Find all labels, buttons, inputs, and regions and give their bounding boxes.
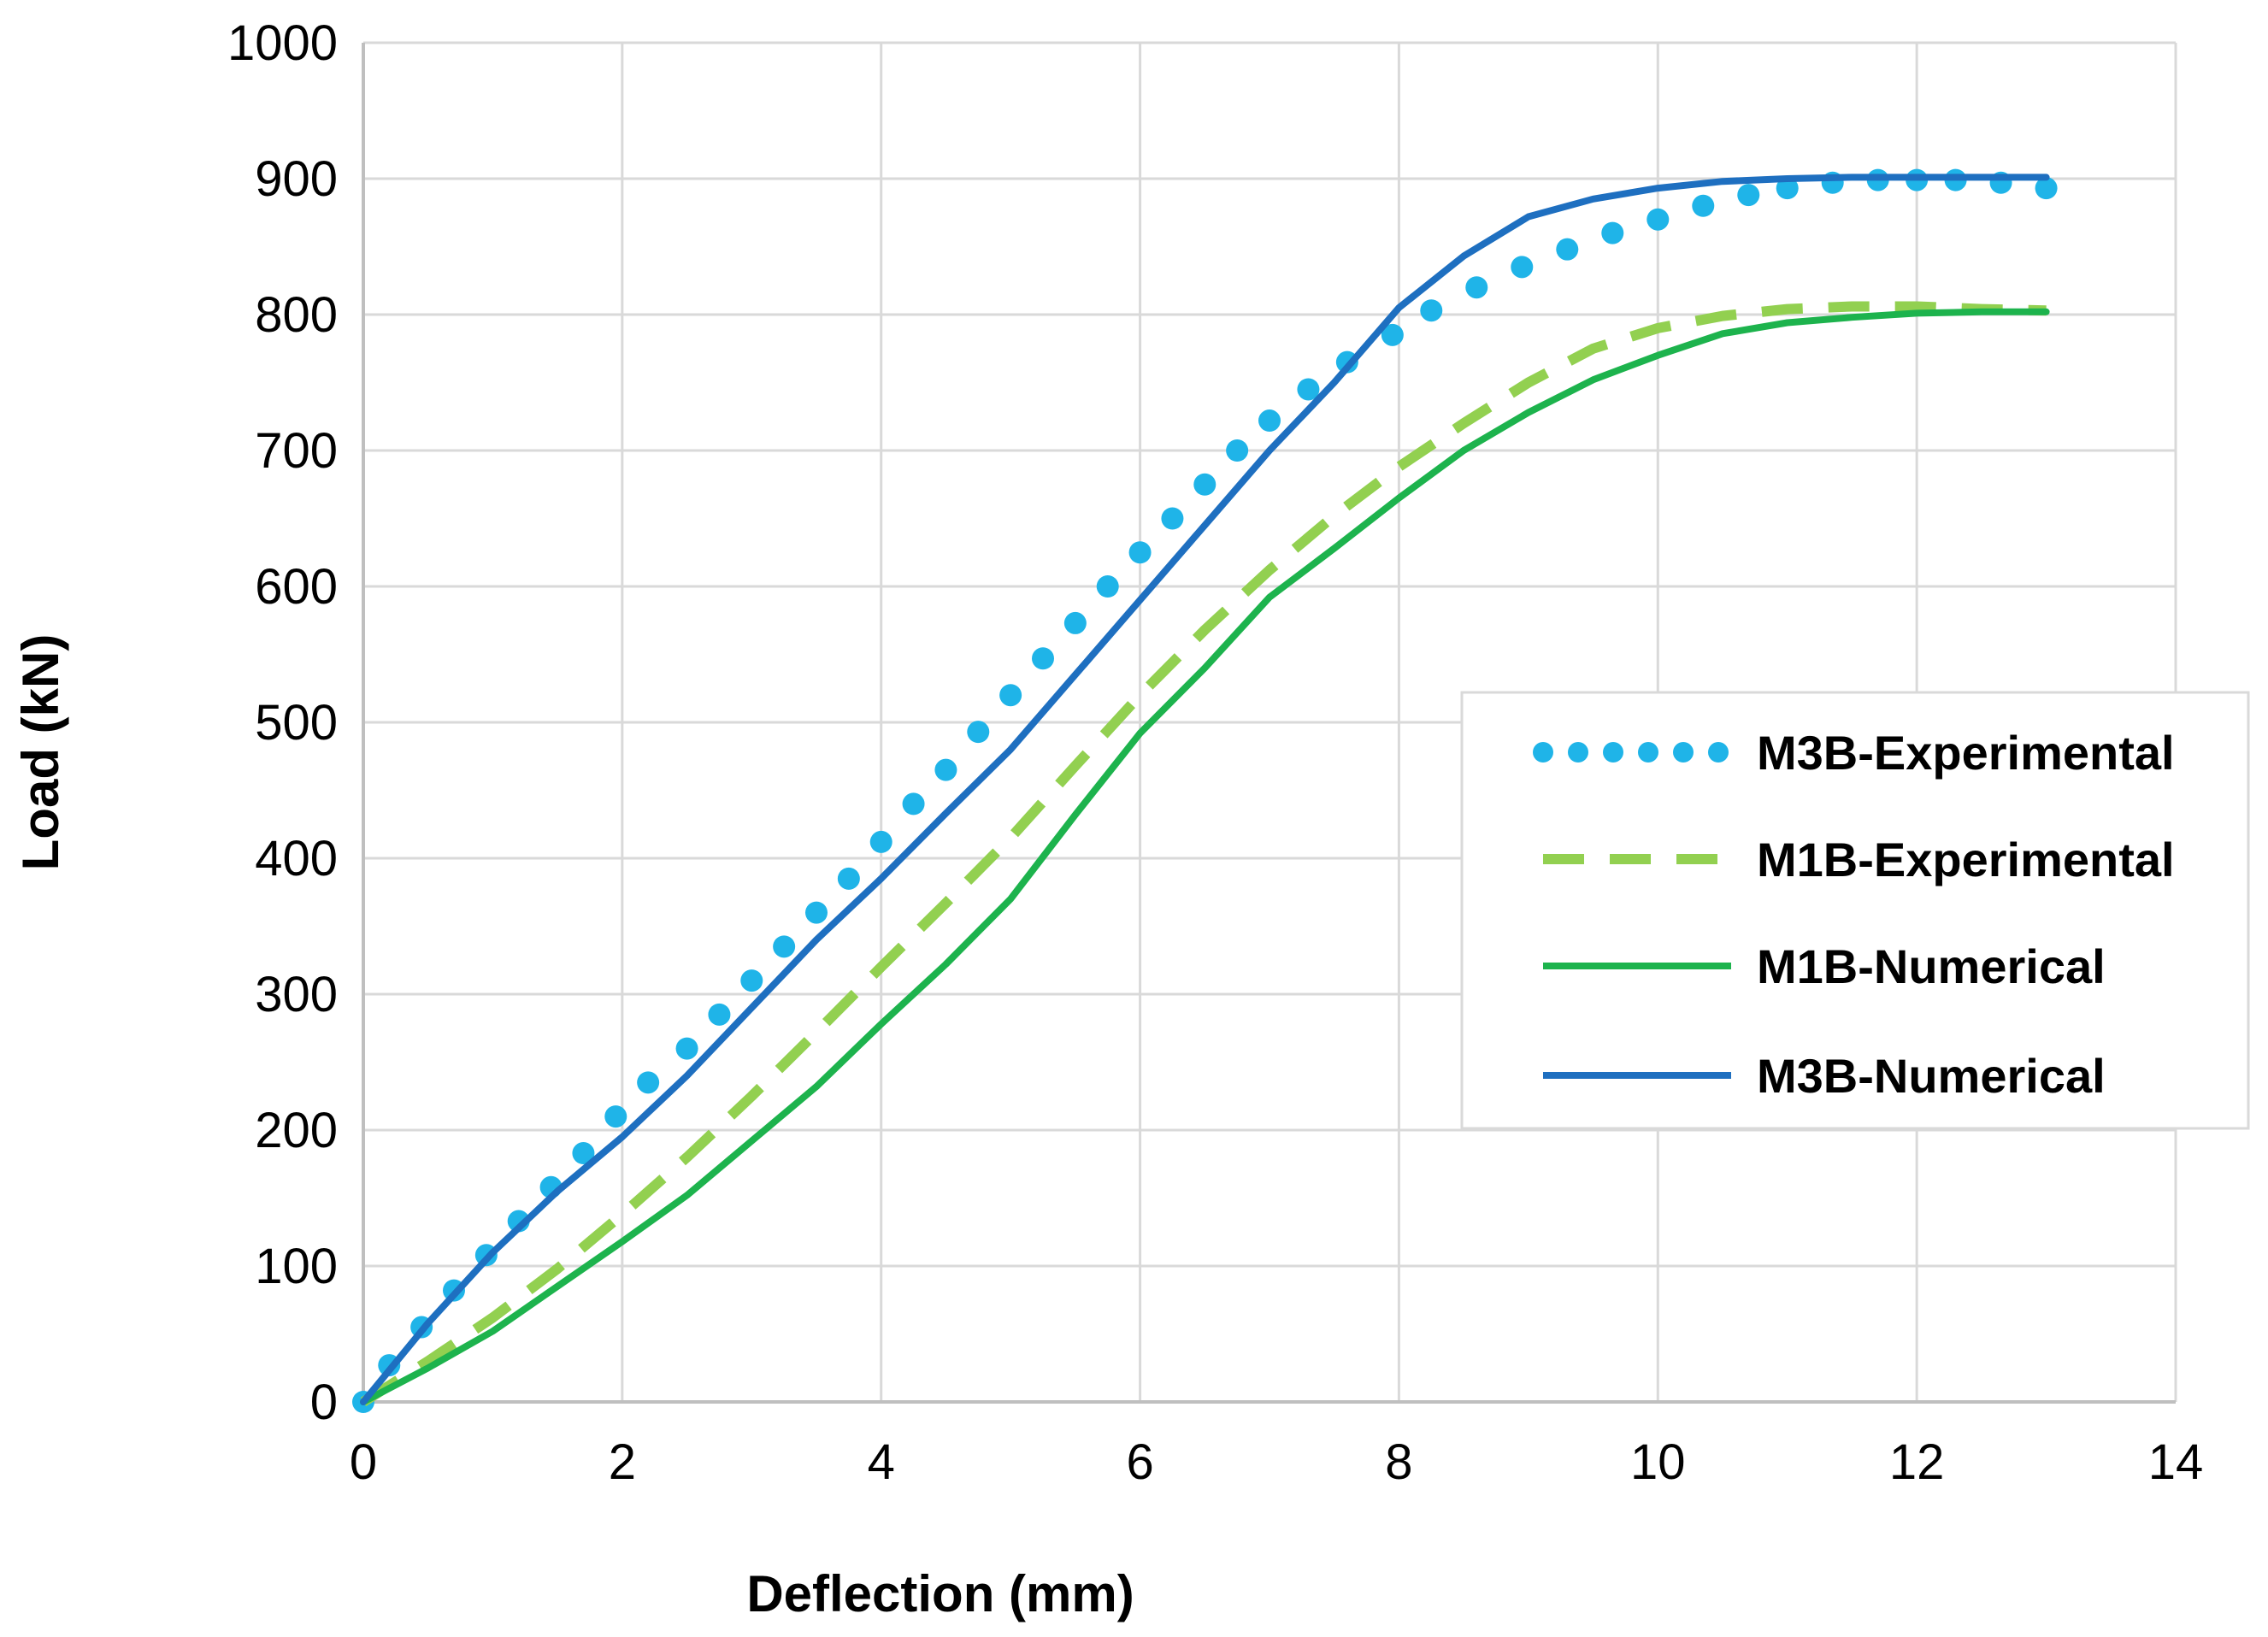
data-point bbox=[773, 935, 796, 958]
legend-swatch bbox=[1638, 742, 1658, 763]
data-point bbox=[1193, 473, 1216, 496]
x-tick-label: 10 bbox=[1630, 1434, 1686, 1490]
legend-swatch bbox=[1568, 742, 1588, 763]
data-point bbox=[2035, 177, 2058, 200]
x-tick-label: 6 bbox=[1126, 1434, 1153, 1490]
data-point bbox=[1096, 575, 1119, 598]
y-tick-label: 200 bbox=[255, 1103, 338, 1158]
x-tick-label: 2 bbox=[609, 1434, 636, 1490]
legend-item-m1b-experimental: M1B-Experimental bbox=[1543, 833, 2175, 886]
data-point bbox=[1297, 378, 1320, 401]
data-point bbox=[1601, 221, 1624, 244]
y-tick-label: 0 bbox=[310, 1375, 338, 1430]
data-point bbox=[1511, 256, 1534, 279]
series-m1b-numerical bbox=[360, 308, 2050, 1405]
data-point bbox=[1465, 276, 1488, 299]
data-point bbox=[1226, 439, 1249, 462]
data-point bbox=[708, 1003, 731, 1026]
data-point bbox=[1692, 194, 1715, 217]
series-m3b-numerical bbox=[360, 174, 2050, 1405]
y-tick-label: 800 bbox=[255, 287, 338, 343]
legend-item-m3b-numerical: M3B-Numerical bbox=[1543, 1049, 2106, 1103]
x-tick-label: 14 bbox=[2148, 1434, 2204, 1490]
data-point bbox=[604, 1105, 627, 1128]
tick-labels: 0 100 200 300 400 500 600 700 800 900 1000 0 2 4 6 8 10 1… bbox=[227, 15, 2203, 1490]
data-point bbox=[1063, 611, 1087, 634]
y-tick-label: 900 bbox=[255, 151, 338, 207]
data-point bbox=[740, 969, 763, 992]
x-tick-label: 0 bbox=[350, 1434, 377, 1490]
y-tick-label: 600 bbox=[255, 559, 338, 615]
y-tick-label: 700 bbox=[255, 423, 338, 479]
series-line bbox=[360, 301, 2047, 1407]
data-point bbox=[637, 1071, 660, 1094]
data-point bbox=[572, 1142, 595, 1165]
data-point bbox=[837, 867, 860, 890]
legend-item-m3b-experimental: M3B-Experimental bbox=[1533, 726, 2175, 780]
data-point bbox=[1381, 323, 1404, 346]
data-point bbox=[675, 1037, 698, 1060]
data-point bbox=[934, 758, 957, 781]
data-point bbox=[869, 830, 892, 853]
x-tick-label: 4 bbox=[868, 1434, 895, 1490]
legend-label: M1B-Experimental bbox=[1757, 833, 2175, 886]
legend-label: M3B-Numerical bbox=[1757, 1049, 2106, 1103]
x-tick-label: 8 bbox=[1385, 1434, 1412, 1490]
series-layer bbox=[352, 168, 2058, 1413]
data-point bbox=[1258, 409, 1281, 433]
y-tick-label: 1000 bbox=[227, 15, 338, 71]
data-point bbox=[1128, 541, 1152, 564]
data-point bbox=[1161, 507, 1184, 530]
y-tick-label: 500 bbox=[255, 695, 338, 751]
legend-swatch bbox=[1673, 742, 1694, 763]
data-point bbox=[1420, 299, 1443, 322]
legend-label: M3B-Experimental bbox=[1757, 726, 2175, 780]
y-tick-label: 400 bbox=[255, 831, 338, 886]
legend-label: M1B-Numerical bbox=[1757, 939, 2106, 993]
series-line bbox=[360, 308, 2050, 1405]
series-m1b-experimental bbox=[360, 301, 2047, 1407]
x-tick-label: 12 bbox=[1889, 1434, 1945, 1490]
data-point bbox=[902, 792, 925, 816]
data-point bbox=[967, 721, 990, 744]
data-point bbox=[1032, 647, 1054, 670]
data-point bbox=[1556, 238, 1579, 261]
legend-swatch bbox=[1708, 742, 1729, 763]
x-axis-title: Deflection (mm) bbox=[746, 1565, 1134, 1622]
axes bbox=[362, 43, 2176, 1404]
y-tick-label: 100 bbox=[255, 1239, 338, 1294]
legend-swatch bbox=[1533, 742, 1553, 763]
legend: M3B-Experimental M1B-Experimental M1B-Nume… bbox=[1460, 691, 2250, 1130]
data-point bbox=[805, 901, 828, 924]
legend-box bbox=[1460, 691, 2250, 1130]
data-point bbox=[1776, 177, 1799, 200]
y-axis-title: Load (kN) bbox=[12, 634, 69, 871]
data-point bbox=[1647, 208, 1670, 231]
series-line bbox=[360, 174, 2050, 1405]
data-point bbox=[999, 684, 1022, 707]
y-tick-label: 300 bbox=[255, 967, 338, 1022]
legend-swatch bbox=[1603, 742, 1623, 763]
data-point bbox=[1737, 184, 1760, 207]
legend-item-m1b-numerical: M1B-Numerical bbox=[1543, 939, 2106, 993]
